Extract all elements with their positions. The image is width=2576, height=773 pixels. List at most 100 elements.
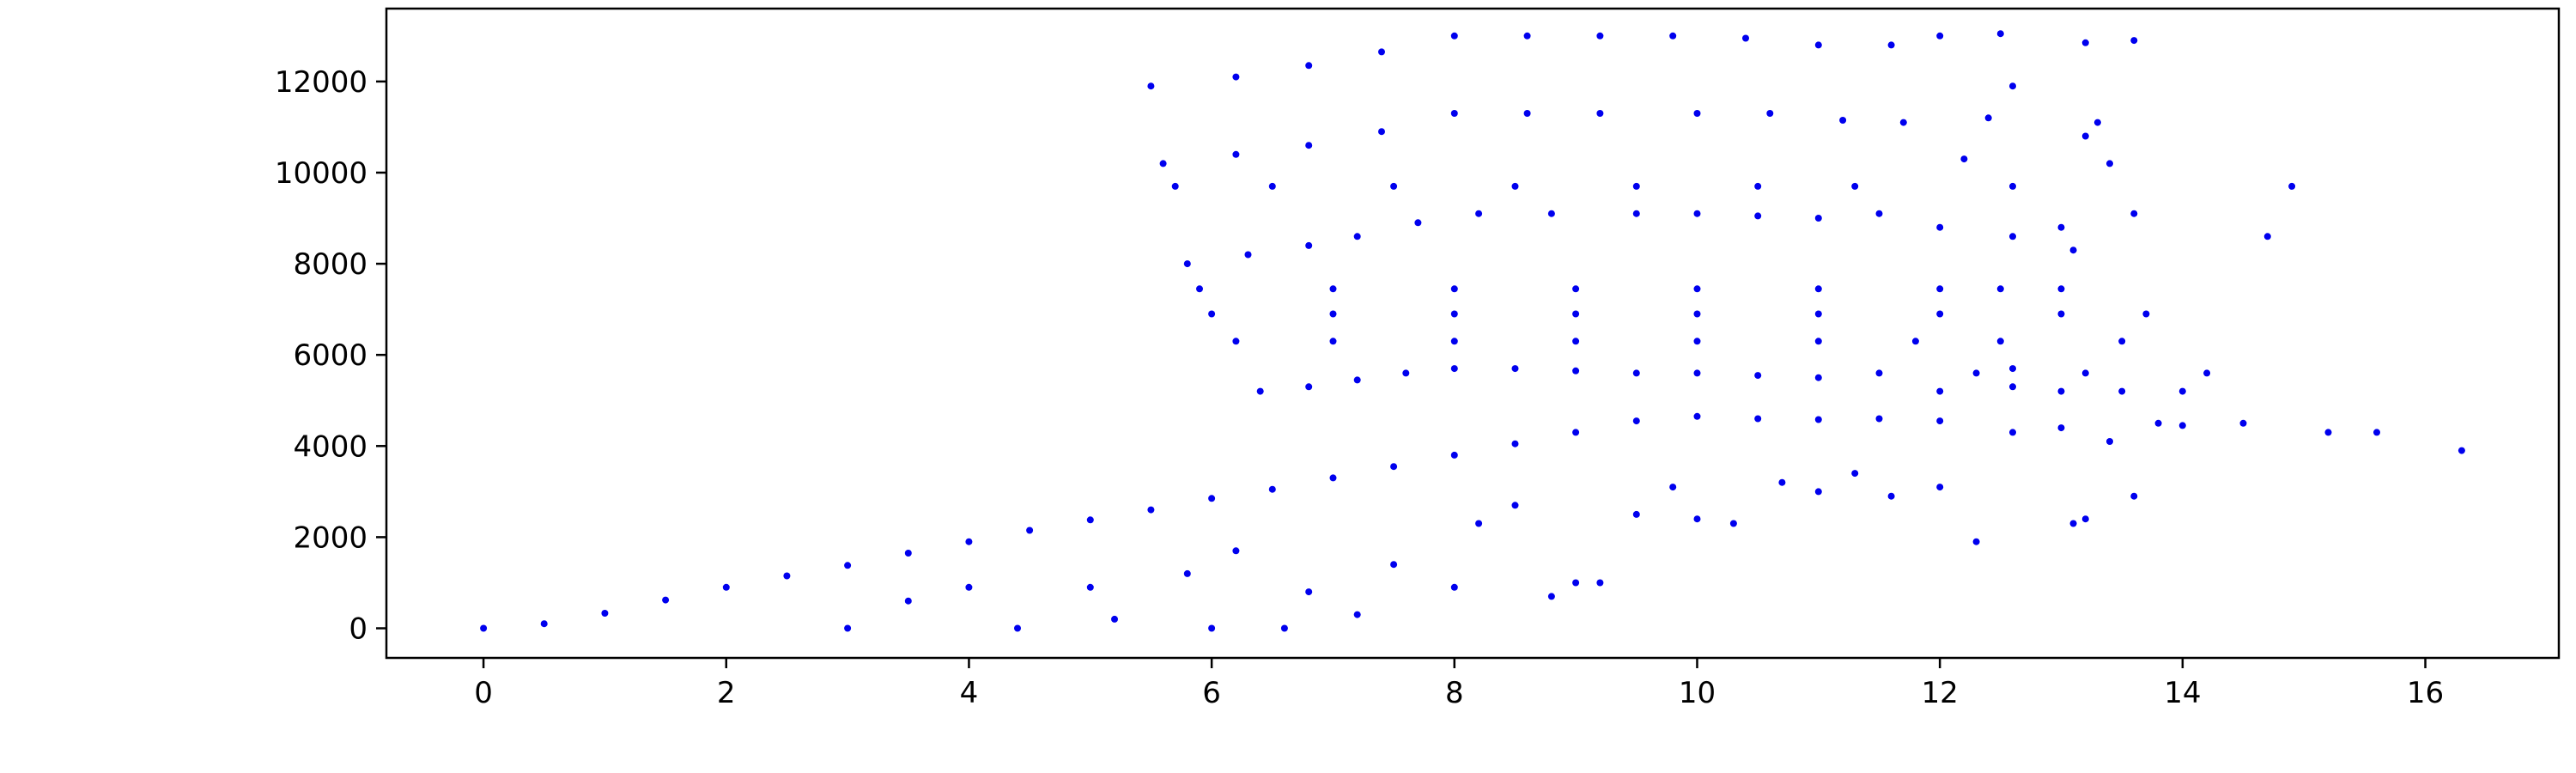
- data-point: [904, 597, 912, 605]
- data-point: [2009, 365, 2016, 373]
- data-point: [1669, 32, 1677, 40]
- data-point: [1111, 615, 1118, 623]
- data-point: [1390, 182, 1398, 190]
- data-point: [1086, 583, 1094, 591]
- data-point: [2081, 515, 2089, 523]
- data-point: [1632, 210, 1640, 217]
- data-point: [2458, 447, 2465, 454]
- data-point: [844, 562, 852, 569]
- data-point: [2154, 419, 2162, 427]
- data-point: [2118, 387, 2126, 395]
- data-point: [1887, 492, 1895, 500]
- data-point: [1475, 520, 1483, 527]
- data-point: [1742, 34, 1749, 42]
- data-point: [1547, 210, 1555, 217]
- data-point: [1911, 338, 1919, 345]
- y-tick-label: 4000: [293, 429, 368, 464]
- data-point: [1632, 182, 1640, 190]
- x-tick-label: 2: [717, 676, 736, 710]
- data-point: [2142, 310, 2150, 318]
- data-point: [1378, 128, 1385, 136]
- data-point: [1936, 223, 1944, 231]
- data-point: [1475, 210, 1483, 217]
- x-tick-label: 12: [1922, 676, 1959, 710]
- data-point: [1632, 510, 1640, 518]
- data-point: [1669, 484, 1677, 491]
- data-point: [1693, 338, 1701, 345]
- data-point: [1632, 369, 1640, 377]
- data-point: [1450, 110, 1458, 117]
- data-point: [2081, 132, 2089, 140]
- data-point: [2057, 310, 2065, 318]
- data-point: [1232, 150, 1240, 158]
- data-point: [2009, 82, 2016, 90]
- data-point: [1596, 32, 1604, 40]
- data-point: [1086, 516, 1094, 524]
- data-point: [2130, 37, 2138, 45]
- data-point: [1960, 155, 1968, 163]
- data-point: [1450, 285, 1458, 293]
- data-point: [2009, 233, 2016, 240]
- data-point: [2130, 210, 2138, 217]
- data-point: [965, 538, 973, 545]
- data-point: [2373, 429, 2380, 436]
- data-point: [1511, 365, 1519, 373]
- y-tick-label: 8000: [293, 247, 368, 282]
- data-point: [1305, 62, 1313, 70]
- data-point: [2009, 383, 2016, 391]
- data-point: [1936, 285, 1944, 293]
- data-point: [1256, 387, 1264, 395]
- x-tick-label: 10: [1679, 676, 1716, 710]
- data-point: [1875, 369, 1883, 377]
- data-point: [1814, 310, 1822, 318]
- data-point: [2118, 338, 2126, 345]
- data-point: [1572, 310, 1580, 318]
- data-point: [601, 610, 609, 617]
- data-point: [2057, 387, 2065, 395]
- data-point: [1232, 338, 1240, 345]
- data-point: [1511, 182, 1519, 190]
- data-point: [1208, 495, 1216, 502]
- data-point: [2263, 233, 2271, 240]
- y-tick-label: 2000: [293, 520, 368, 555]
- data-point: [1026, 526, 1034, 534]
- y-tick-label: 10000: [275, 156, 368, 191]
- x-tick-label: 16: [2407, 676, 2444, 710]
- data-point: [1244, 251, 1252, 259]
- data-point: [1232, 547, 1240, 555]
- data-point: [1329, 310, 1337, 318]
- data-point: [1329, 338, 1337, 345]
- data-point: [1596, 579, 1604, 587]
- y-tick-label: 0: [349, 612, 368, 647]
- data-point: [540, 620, 548, 628]
- data-point: [2130, 492, 2138, 500]
- data-point: [480, 624, 488, 632]
- data-point: [1814, 215, 1822, 222]
- data-point: [1693, 210, 1701, 217]
- data-point: [1814, 374, 1822, 381]
- data-point: [2057, 424, 2065, 432]
- data-point: [1450, 583, 1458, 591]
- x-tick-label: 0: [474, 676, 493, 710]
- data-point: [1693, 310, 1701, 318]
- data-point: [1754, 372, 1762, 380]
- data-point: [1390, 561, 1398, 569]
- data-point: [2069, 520, 2077, 527]
- data-point: [2057, 223, 2065, 231]
- data-point: [1523, 32, 1531, 40]
- y-tick-label: 6000: [293, 338, 368, 373]
- data-point: [1875, 210, 1883, 217]
- data-point: [662, 596, 670, 604]
- data-point: [1414, 219, 1422, 227]
- data-point: [2093, 119, 2101, 126]
- y-axis: 0 2000 4000 6000 8000 10000 12000: [275, 65, 386, 647]
- data-point: [1183, 260, 1191, 268]
- data-point: [2081, 369, 2089, 377]
- data-point: [1329, 285, 1337, 293]
- data-point: [1450, 338, 1458, 345]
- data-point: [1984, 114, 1992, 122]
- data-point: [965, 583, 973, 591]
- data-point: [1511, 502, 1519, 509]
